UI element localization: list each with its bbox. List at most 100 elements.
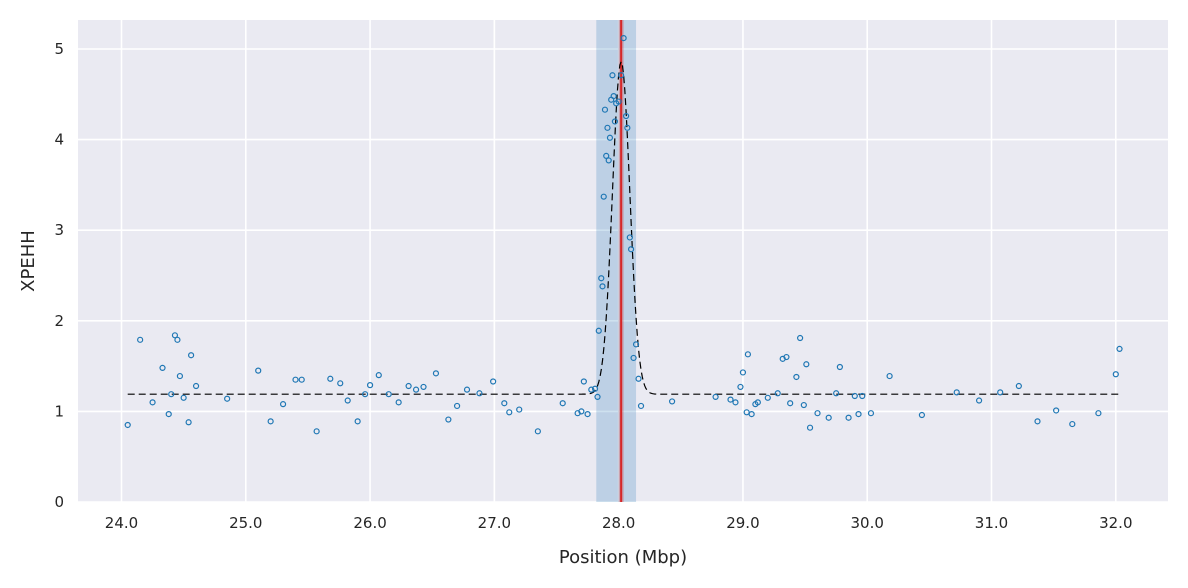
data-point [366, 382, 374, 389]
data-point [623, 112, 630, 120]
data-point [630, 354, 637, 362]
data-point [918, 411, 926, 419]
x-tick-label: 32.0 [1099, 514, 1132, 532]
data-point [292, 376, 299, 383]
data-point [279, 401, 287, 408]
data-point [727, 396, 734, 403]
data-point [737, 383, 744, 391]
data-point [739, 369, 747, 376]
y-tick-label: 3 [54, 221, 64, 239]
data-point [610, 93, 617, 100]
data-point [774, 390, 781, 397]
data-point [754, 399, 761, 406]
data-point [635, 375, 642, 382]
data-point [833, 390, 840, 397]
data-point [490, 378, 497, 385]
data-point [395, 399, 402, 406]
x-tick-label: 24.0 [105, 514, 138, 532]
data-point [168, 391, 175, 398]
data-point [604, 124, 611, 131]
data-point [344, 397, 351, 404]
data-point [855, 411, 862, 418]
data-point [188, 352, 195, 359]
data-point [453, 402, 461, 410]
data-point [599, 283, 606, 290]
data-point [584, 411, 591, 418]
data-point [185, 419, 192, 426]
data-point [744, 351, 752, 358]
y-tick-label: 5 [54, 40, 64, 58]
data-point [975, 397, 983, 404]
data-point [375, 372, 382, 379]
data-point [626, 234, 633, 241]
data-point [637, 402, 645, 410]
data-point [501, 400, 508, 407]
x-tick-label: 28.0 [602, 514, 635, 532]
highlight-regions [596, 20, 637, 502]
data-point [1034, 418, 1041, 425]
data-point [851, 392, 858, 400]
data-point [149, 399, 156, 406]
data-point [825, 414, 832, 421]
data-point [797, 334, 804, 342]
data-point [787, 400, 794, 407]
data-point [997, 389, 1004, 396]
data-point [405, 382, 412, 390]
data-point [611, 118, 619, 125]
data-point [606, 134, 614, 141]
data-point [445, 416, 452, 423]
data-point [159, 364, 166, 372]
data-point [618, 72, 625, 79]
x-tick-label: 29.0 [726, 514, 759, 532]
data-point [598, 275, 605, 282]
data-point [748, 411, 755, 418]
y-tick-label: 4 [54, 131, 64, 149]
data-point [124, 421, 131, 429]
data-point [605, 157, 612, 164]
data-point [594, 393, 601, 401]
data-point [814, 410, 821, 417]
x-tick-label: 30.0 [851, 514, 884, 532]
data-point [620, 35, 627, 42]
data-point [1116, 345, 1123, 352]
x-tick-label: 27.0 [478, 514, 511, 532]
data-point [432, 370, 440, 377]
data-point [668, 398, 676, 405]
data-point [420, 383, 427, 391]
data-point [627, 246, 635, 253]
data-point [1015, 382, 1022, 390]
data-point [732, 399, 739, 406]
x-axis-ticks: 24.0 25.0 26.0 27.0 28.0 29.0 30.0 31.0 32.0 [105, 514, 1133, 532]
x-tick-label: 31.0 [975, 514, 1008, 532]
x-tick-label: 25.0 [229, 514, 262, 532]
data-point [712, 393, 719, 401]
data-point [600, 193, 607, 200]
fit-curve-group [127, 59, 1120, 395]
y-tick-label: 2 [54, 312, 64, 330]
data-point [953, 389, 960, 396]
data-point [845, 414, 852, 421]
data-points [124, 35, 1123, 435]
data-point [624, 124, 631, 131]
y-axis-ticks: 0 1 2 3 4 5 [54, 40, 64, 511]
data-point [224, 395, 231, 402]
data-point [578, 408, 585, 415]
data-point [800, 401, 807, 409]
y-tick-label: 1 [54, 402, 64, 420]
data-point [803, 361, 810, 368]
data-point [174, 336, 181, 343]
data-point [171, 332, 179, 339]
data-point [609, 72, 616, 79]
data-point [506, 409, 513, 416]
x-axis-label: Position (Mbp) [559, 547, 687, 568]
data-point [783, 353, 790, 361]
data-point [580, 378, 587, 385]
data-point [337, 380, 344, 387]
data-point [867, 410, 875, 417]
data-point [559, 400, 566, 407]
data-point [354, 418, 361, 425]
data-point [603, 152, 610, 160]
data-point [412, 386, 420, 393]
fit-curve [127, 59, 1120, 395]
